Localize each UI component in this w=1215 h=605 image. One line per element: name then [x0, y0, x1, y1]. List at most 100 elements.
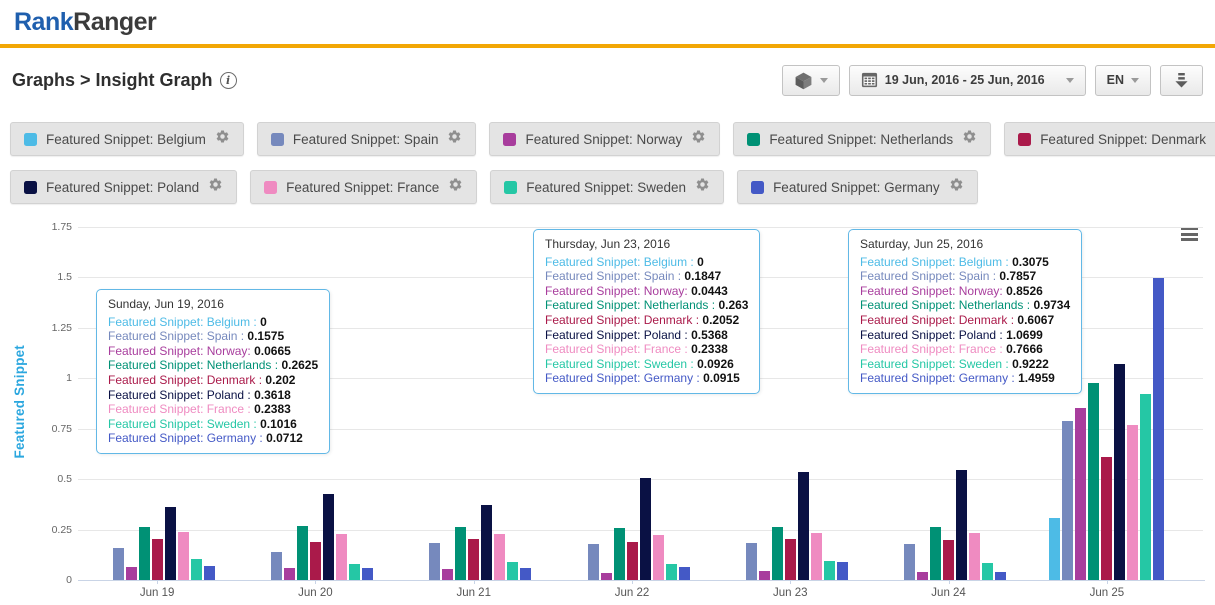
legend-chip-netherlands[interactable]: Featured Snippet: Netherlands — [733, 122, 992, 156]
x-axis-tick — [948, 580, 950, 584]
legend-chip-germany[interactable]: Featured Snippet: Germany — [737, 170, 978, 204]
bar-norway[interactable] — [600, 572, 612, 580]
bar-sweden[interactable] — [348, 563, 360, 580]
bar-sweden[interactable] — [823, 561, 835, 580]
bar-denmark[interactable] — [468, 538, 480, 580]
bar-poland[interactable] — [481, 505, 493, 580]
bar-germany[interactable] — [836, 561, 848, 580]
bar-denmark[interactable] — [943, 539, 955, 580]
series-color-swatch — [24, 180, 37, 194]
bar-sweden[interactable] — [1140, 393, 1152, 580]
bar-norway[interactable] — [1075, 407, 1087, 580]
bar-spain[interactable] — [745, 542, 757, 580]
bar-france[interactable] — [494, 533, 506, 580]
bar-sweden[interactable] — [507, 561, 519, 580]
gear-icon[interactable] — [448, 177, 463, 197]
bar-netherlands[interactable] — [138, 526, 150, 580]
legend-chip-label: Featured Snippet: Germany — [773, 179, 940, 195]
legend-chip-poland[interactable]: Featured Snippet: Poland — [10, 170, 238, 204]
tooltip-date-title: Saturday, Jun 25, 2016 — [860, 237, 984, 251]
bar-norway[interactable] — [758, 571, 770, 580]
tooltip-series-label: Featured Snippet: Norway: — [108, 343, 251, 358]
bar-netherlands[interactable] — [613, 528, 625, 580]
bar-norway[interactable] — [125, 566, 137, 580]
tooltip-row: Featured Snippet: Netherlands : 0.9734 — [860, 298, 1070, 313]
bar-denmark[interactable] — [626, 541, 638, 580]
legend-chip-spain[interactable]: Featured Snippet: Spain — [256, 122, 477, 156]
bar-netherlands[interactable] — [296, 526, 308, 580]
gear-icon[interactable] — [208, 177, 223, 197]
tooltip-series-value: 0.2625 — [278, 358, 319, 373]
tooltip-series-value: 1.4959 — [1014, 371, 1055, 386]
bar-poland[interactable] — [322, 494, 334, 580]
bar-sweden[interactable] — [190, 559, 202, 580]
bar-netherlands[interactable] — [771, 526, 783, 580]
bar-netherlands[interactable] — [930, 527, 942, 580]
tooltip-series-label: Featured Snippet: Netherlands : — [545, 298, 716, 313]
bar-denmark[interactable] — [151, 539, 163, 580]
bar-poland[interactable] — [639, 477, 651, 580]
bar-france[interactable] — [652, 534, 664, 580]
language-label: EN — [1106, 73, 1124, 87]
legend-chip-belgium[interactable]: Featured Snippet: Belgium — [10, 122, 244, 156]
legend-chip-sweden[interactable]: Featured Snippet: Sweden — [490, 170, 725, 204]
gear-icon[interactable] — [962, 129, 977, 149]
bar-netherlands[interactable] — [1088, 383, 1100, 580]
download-button[interactable] — [1160, 64, 1203, 96]
bar-france[interactable] — [335, 533, 347, 580]
legend-chip-label: Featured Snippet: Poland — [46, 179, 200, 195]
bar-germany[interactable] — [995, 571, 1007, 580]
bar-denmark[interactable] — [309, 541, 321, 580]
bar-france[interactable] — [969, 532, 981, 580]
bar-spain[interactable] — [112, 548, 124, 580]
breadcrumb[interactable]: Graphs > Insight Graph i — [12, 70, 237, 91]
gear-icon[interactable] — [695, 177, 710, 197]
language-button[interactable]: EN — [1094, 64, 1151, 96]
bar-norway[interactable] — [283, 567, 295, 580]
bar-norway[interactable] — [917, 571, 929, 580]
chart-context-menu-button[interactable] — [1181, 227, 1198, 244]
gear-icon[interactable] — [447, 129, 462, 149]
bar-poland[interactable] — [797, 471, 809, 580]
bar-france[interactable] — [177, 531, 189, 580]
bar-spain[interactable] — [1062, 421, 1074, 580]
caret-down-icon — [1065, 77, 1074, 83]
gear-icon[interactable] — [215, 129, 230, 149]
legend-chip-label: Featured Snippet: Spain — [292, 131, 439, 147]
bar-germany[interactable] — [678, 566, 690, 580]
tooltip-row: Featured Snippet: Sweden : 0.9222 — [860, 357, 1070, 372]
bar-poland[interactable] — [164, 506, 176, 580]
bar-netherlands[interactable] — [455, 526, 467, 580]
bar-poland[interactable] — [956, 469, 968, 580]
bar-sweden[interactable] — [982, 562, 994, 580]
tooltip-row: Featured Snippet: Belgium : 0 — [545, 255, 748, 270]
x-axis-line — [78, 580, 1205, 581]
gear-icon[interactable] — [949, 177, 964, 197]
bar-denmark[interactable] — [784, 538, 796, 580]
date-range-button[interactable]: 19 Jun, 2016 - 25 Jun, 2016 — [848, 64, 1086, 96]
legend-chip-france[interactable]: Featured Snippet: France — [250, 170, 478, 204]
bar-spain[interactable] — [587, 543, 599, 580]
bar-france[interactable] — [1127, 425, 1139, 580]
rankranger-logo[interactable]: RankRanger — [14, 8, 157, 37]
bar-germany[interactable] — [1153, 277, 1165, 580]
bar-germany[interactable] — [520, 567, 532, 580]
bar-spain[interactable] — [270, 551, 282, 580]
bar-norway[interactable] — [442, 568, 454, 580]
modules-button[interactable] — [781, 64, 840, 96]
bar-sweden[interactable] — [665, 563, 677, 580]
bar-germany[interactable] — [203, 565, 215, 580]
bar-denmark[interactable] — [1101, 457, 1113, 580]
legend-chip-denmark[interactable]: Featured Snippet: Denmark — [1004, 122, 1215, 156]
legend-chip-norway[interactable]: Featured Snippet: Norway — [489, 122, 721, 156]
bar-belgium[interactable] — [1049, 517, 1061, 580]
bar-spain[interactable] — [904, 543, 916, 580]
bar-france[interactable] — [810, 532, 822, 580]
gear-icon[interactable] — [691, 129, 706, 149]
y-axis-title: Featured Snippet — [12, 345, 27, 459]
info-icon[interactable]: i — [219, 71, 237, 89]
tooltip-series-label: Featured Snippet: Poland : — [860, 327, 1003, 342]
bar-germany[interactable] — [361, 567, 373, 580]
bar-poland[interactable] — [1114, 363, 1126, 580]
bar-spain[interactable] — [429, 542, 441, 580]
